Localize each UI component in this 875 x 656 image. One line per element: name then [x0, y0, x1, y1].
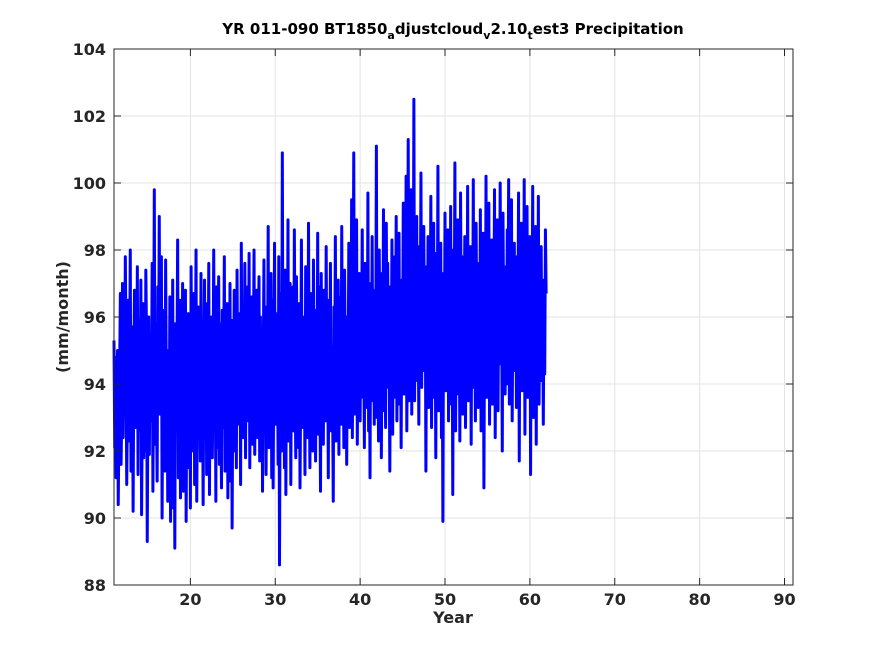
- x-tick-label: 20: [179, 590, 201, 609]
- series-line-precipitation: [112, 97, 548, 567]
- x-tick-label: 90: [773, 590, 795, 609]
- y-tick-label: 94: [84, 375, 106, 394]
- y-tick-label: 100: [73, 174, 106, 193]
- x-tick-labels: 20 30 40 50 60 70 80 90: [179, 590, 795, 609]
- x-tick-label: 80: [689, 590, 711, 609]
- y-tick-label: 92: [84, 442, 106, 461]
- x-tick-label: 50: [434, 590, 456, 609]
- x-tick-label: 70: [604, 590, 626, 609]
- y-tick-label: 96: [84, 308, 106, 327]
- series-layer: [112, 97, 548, 567]
- ticks: [114, 48, 793, 586]
- x-axis-title: Year: [432, 608, 473, 627]
- y-tick-labels: 88 90 92 94 96 98 100 102 104: [73, 40, 106, 595]
- y-tick-label: 104: [73, 40, 106, 59]
- x-tick-label: 40: [349, 590, 371, 609]
- y-axis-title: (mm/month): [53, 261, 72, 373]
- chart-title: YR 011-090 BT1850adjustcloudv2.10test3 P…: [221, 20, 683, 42]
- y-tick-label: 102: [73, 107, 106, 126]
- x-tick-label: 30: [264, 590, 286, 609]
- y-tick-label: 88: [84, 576, 106, 595]
- y-tick-label: 90: [84, 509, 106, 528]
- y-tick-label: 98: [84, 241, 106, 260]
- x-tick-label: 60: [519, 590, 541, 609]
